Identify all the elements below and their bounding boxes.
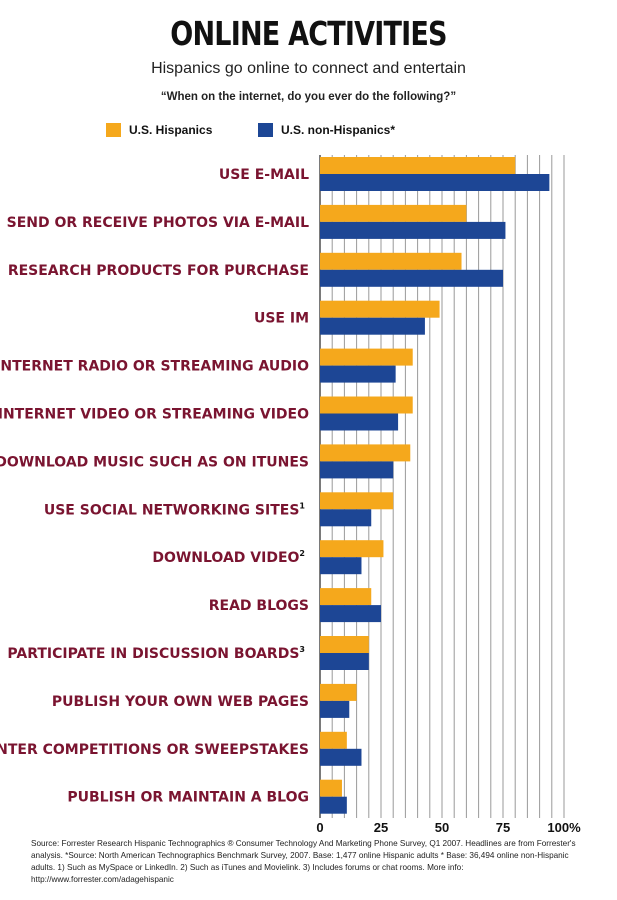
footnote-marker: 3 — [299, 645, 305, 654]
chart-subtitle: Hispanics go online to connect and enter… — [151, 60, 466, 77]
bar-non-hispanics — [320, 365, 396, 383]
bar-non-hispanics — [320, 796, 347, 814]
x-tick-label: 100% — [547, 820, 581, 835]
bar-hispanics — [320, 252, 462, 270]
bar-non-hispanics — [320, 413, 399, 431]
bar-non-hispanics — [320, 269, 503, 287]
bar-non-hispanics — [320, 221, 506, 239]
legend-swatch-hispanics — [106, 123, 121, 137]
x-tick-label: 50 — [435, 820, 449, 835]
bar-hispanics — [320, 300, 440, 318]
footnote-marker: 1 — [299, 501, 305, 510]
legend-label-hispanics: U.S. Hispanics — [129, 123, 213, 137]
bar-hispanics — [320, 779, 342, 797]
bar-hispanics — [320, 540, 384, 558]
legend-swatch-non-hispanics — [258, 123, 273, 137]
bar-hispanics — [320, 492, 394, 510]
bar-hispanics — [320, 157, 516, 174]
category-label: LISTEN TO INTERNET RADIO OR STREAMING AU… — [0, 359, 309, 375]
x-tick-label: 75 — [496, 820, 510, 835]
category-label: DOWNLOAD MUSIC SUCH AS ON ITUNES — [0, 454, 309, 470]
category-label: ENTER COMPETITIONS OR SWEEPSTAKES — [0, 742, 309, 758]
bar-hispanics — [320, 204, 467, 222]
bar-hispanics — [320, 396, 413, 414]
footnote-marker: 2 — [299, 549, 305, 558]
category-label: USE E-MAIL — [219, 167, 309, 183]
bar-non-hispanics — [320, 748, 362, 766]
survey-question: “When on the internet, do you ever do th… — [160, 91, 457, 103]
category-label: READ BLOGS — [209, 598, 309, 614]
bar-non-hispanics — [320, 700, 350, 718]
x-tick-label: 25 — [374, 820, 388, 835]
category-label: PARTICIPATE IN DISCUSSION BOARDS3 — [7, 645, 305, 662]
bar-non-hispanics — [320, 557, 362, 575]
category-label: RESEARCH PRODUCTS FOR PURCHASE — [8, 263, 309, 279]
bar-hispanics — [320, 588, 372, 606]
bar-hispanics — [320, 683, 357, 701]
bar-non-hispanics — [320, 509, 372, 527]
bar-non-hispanics — [320, 174, 550, 191]
legend-label-non-hispanics: U.S. non-Hispanics* — [281, 123, 396, 137]
bar-hispanics — [320, 636, 369, 653]
bar-chart: 0 25 50 75 100% USE E-MAIL SEND OR RECEIVE PHO… — [0, 155, 581, 835]
legend-item-non-hispanics: U.S. non-Hispanics* — [258, 123, 395, 137]
bar-hispanics — [320, 348, 413, 366]
x-tick-label: 0 — [316, 820, 323, 835]
category-label: SEND OR RECEIVE PHOTOS VIA E-MAIL — [7, 215, 309, 231]
bar-non-hispanics — [320, 461, 394, 479]
bar-non-hispanics — [320, 653, 369, 670]
source-note: Source: Forrester Research Hispanic Tech… — [31, 839, 576, 884]
category-label: DOWNLOAD VIDEO2 — [152, 549, 305, 566]
category-label: USE IM — [254, 311, 309, 327]
bar-non-hispanics — [320, 605, 381, 623]
category-label: WATCH INTERNET VIDEO OR STREAMING VIDEO — [0, 407, 309, 423]
chart-title: ONLINE ACTIVITIES — [170, 14, 447, 53]
category-label: PUBLISH OR MAINTAIN A BLOG — [67, 790, 309, 806]
category-label: PUBLISH YOUR OWN WEB PAGES — [52, 694, 309, 710]
bar-hispanics — [320, 444, 411, 462]
legend-item-hispanics: U.S. Hispanics — [106, 123, 212, 137]
category-label: USE SOCIAL NETWORKING SITES1 — [44, 501, 306, 518]
bar-hispanics — [320, 731, 347, 749]
bar-non-hispanics — [320, 317, 425, 335]
